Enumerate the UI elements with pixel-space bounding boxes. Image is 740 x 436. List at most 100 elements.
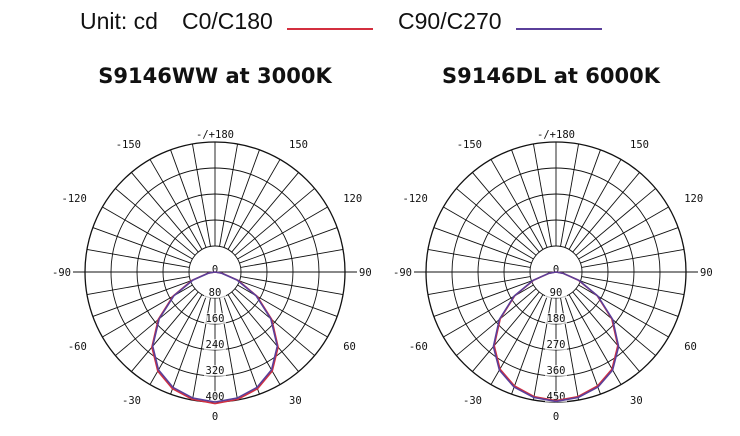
angle-label: 60: [684, 341, 697, 353]
grid-spoke: [115, 188, 196, 256]
unit-label: Unit: cd: [80, 8, 158, 34]
grid-spoke: [92, 227, 191, 264]
grid-spoke: [86, 276, 190, 296]
radial-zero-label: 0: [553, 264, 559, 276]
grid-spoke: [427, 248, 531, 268]
grid-spoke: [92, 280, 191, 317]
angle-label: 90: [700, 267, 713, 279]
angle-label: -150: [116, 139, 141, 151]
grid-spoke: [490, 159, 544, 250]
polar-chart-left: -/+180 150 120 90 60 30 0 -30 -60 -90 -120 -150 80 16…: [52, 129, 372, 423]
grid-spoke: [223, 296, 260, 395]
angle-label: 30: [289, 395, 302, 407]
radial-label-bg: [545, 391, 567, 402]
legend-swatch-c90-c270: [516, 28, 602, 30]
grid-spoke: [456, 188, 537, 256]
grid-spoke: [443, 206, 534, 260]
angle-label: -/+180: [196, 129, 234, 141]
radial-label-bg: [204, 313, 226, 324]
grid-spoke: [575, 288, 656, 356]
grid-spoke: [456, 288, 537, 356]
radial-label-bg: [545, 287, 567, 298]
legend-swatch-c0-c180: [287, 28, 373, 30]
radial-label-bg: [204, 391, 226, 402]
grid-spoke: [580, 227, 679, 264]
radial-zero-label: 0: [212, 264, 218, 276]
radial-tick-label: 270: [547, 339, 566, 351]
radial-tick-label: 180: [547, 313, 566, 325]
grid-spoke: [149, 159, 203, 250]
angle-label: -120: [62, 193, 87, 205]
grid-spoke: [131, 291, 199, 372]
grid-spoke: [231, 172, 299, 253]
angle-label: 120: [684, 193, 703, 205]
angle-label: -120: [403, 193, 428, 205]
grid-spoke: [115, 288, 196, 356]
grid-spoke: [578, 206, 669, 260]
grid-spoke: [564, 149, 601, 248]
grid-spoke: [427, 276, 531, 296]
grid-spoke: [234, 288, 315, 356]
angle-label: 30: [630, 395, 643, 407]
grid-spoke: [234, 188, 315, 256]
radial-label-bg: [204, 365, 226, 376]
radial-tick-label: 240: [206, 339, 225, 351]
grid-spoke: [240, 276, 344, 296]
legend-bar: Unit: cd C0/C180 C90/C270: [0, 0, 740, 50]
angle-label: 0: [212, 411, 218, 423]
series-curve-c90-c270: [151, 271, 279, 403]
angle-label: 120: [343, 193, 362, 205]
grid-spoke: [131, 172, 199, 253]
radial-tick-label: 320: [206, 365, 225, 377]
grid-spoke: [581, 276, 685, 296]
grid-spoke: [532, 143, 552, 247]
grid-spoke: [572, 291, 640, 372]
grid-spoke: [564, 296, 601, 395]
grid-spoke: [219, 143, 239, 247]
grid-spoke: [580, 280, 679, 317]
radial-label-bg: [545, 365, 567, 376]
grid-spoke: [472, 291, 540, 372]
grid-spoke: [511, 149, 548, 248]
legend-label-c0-c180: C0/C180: [182, 8, 273, 34]
chart-title-right: S9146DL at 6000K: [442, 64, 660, 88]
grid-spoke: [239, 227, 338, 264]
grid-spoke: [433, 280, 532, 317]
grid-spoke: [223, 149, 260, 248]
angle-label: -60: [409, 341, 428, 353]
grid-spoke: [581, 248, 685, 268]
angle-label: -/+180: [537, 129, 575, 141]
radial-label-bg: [545, 339, 567, 350]
grid-spoke: [191, 143, 211, 247]
angle-label: 60: [343, 341, 356, 353]
polar-grid: [414, 141, 698, 403]
angle-label: 0: [553, 411, 559, 423]
angle-label: -60: [68, 341, 87, 353]
grid-spoke: [575, 188, 656, 256]
grid-spoke: [231, 291, 299, 372]
radial-tick-label: 90: [550, 287, 563, 299]
grid-spoke: [170, 149, 207, 248]
grid-spoke: [511, 296, 548, 395]
angle-label: -150: [457, 139, 482, 151]
grid-spoke: [433, 227, 532, 264]
grid-spoke: [86, 248, 190, 268]
radial-tick-label: 80: [209, 287, 222, 299]
grid-spoke: [240, 248, 344, 268]
radial-tick-label: 360: [547, 365, 566, 377]
radial-tick-label: 160: [206, 313, 225, 325]
radial-tick-label: 400: [206, 391, 225, 403]
angle-label: 90: [359, 267, 372, 279]
grid-spoke: [568, 159, 622, 250]
radial-label-bg: [204, 287, 226, 298]
grid-spoke: [560, 143, 580, 247]
polar-chart-right: -/+180 150 120 90 60 30 0 -30 -60 -90 -120 -150 90 18…: [393, 129, 713, 423]
grid-spoke: [237, 206, 328, 260]
angle-label: -30: [122, 395, 141, 407]
grid-spoke: [170, 296, 207, 395]
angle-label: -90: [393, 267, 412, 279]
angle-label: 150: [630, 139, 649, 151]
grid-spoke: [572, 172, 640, 253]
grid-spoke: [239, 280, 338, 317]
